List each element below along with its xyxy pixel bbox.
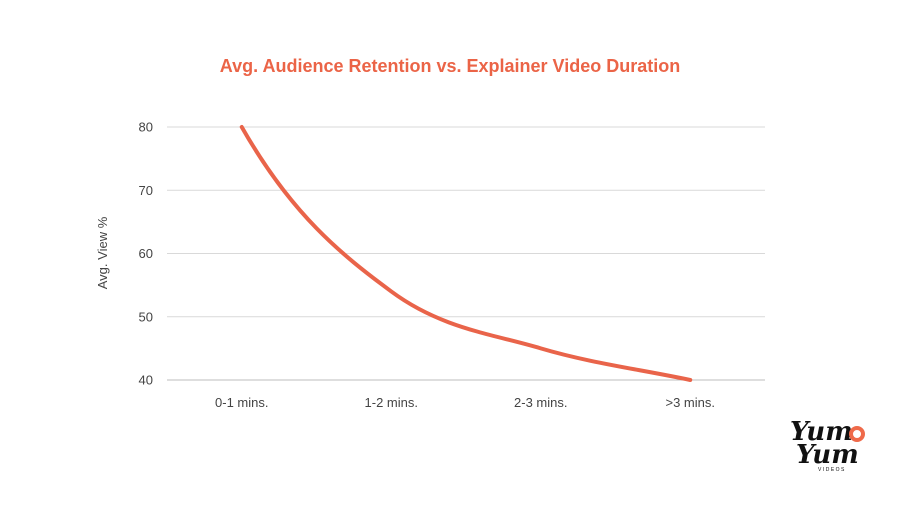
y-tick-label: 70 [139, 183, 153, 198]
logo-line2: Yum [796, 440, 859, 470]
gridlines [167, 126, 765, 381]
y-tick-label: 60 [139, 246, 153, 261]
logo-line1: Yum [790, 417, 853, 447]
logo-subtitle: VIDEOS [818, 467, 846, 473]
x-tick-label: 0-1 mins. [215, 395, 268, 410]
brand-logo: Yum Yum VIDEOS [790, 417, 865, 473]
y-tick-label: 50 [139, 309, 153, 324]
x-tick-labels: 0-1 mins. 1-2 mins. 2-3 mins. >3 mins. [215, 395, 715, 410]
y-tick-label: 40 [139, 373, 153, 388]
chart-title: Avg. Audience Retention vs. Explainer Vi… [220, 56, 680, 76]
y-axis-label: Avg. View % [95, 216, 110, 289]
x-tick-label: 1-2 mins. [365, 395, 418, 410]
y-tick-labels: 40 50 60 70 80 [139, 120, 153, 388]
logo-donut-icon [849, 426, 865, 442]
series-layer [239, 125, 693, 382]
y-tick-label: 80 [139, 120, 153, 135]
series-line [239, 125, 693, 382]
x-tick-label: 2-3 mins. [514, 395, 567, 410]
x-tick-label: >3 mins. [666, 395, 716, 410]
